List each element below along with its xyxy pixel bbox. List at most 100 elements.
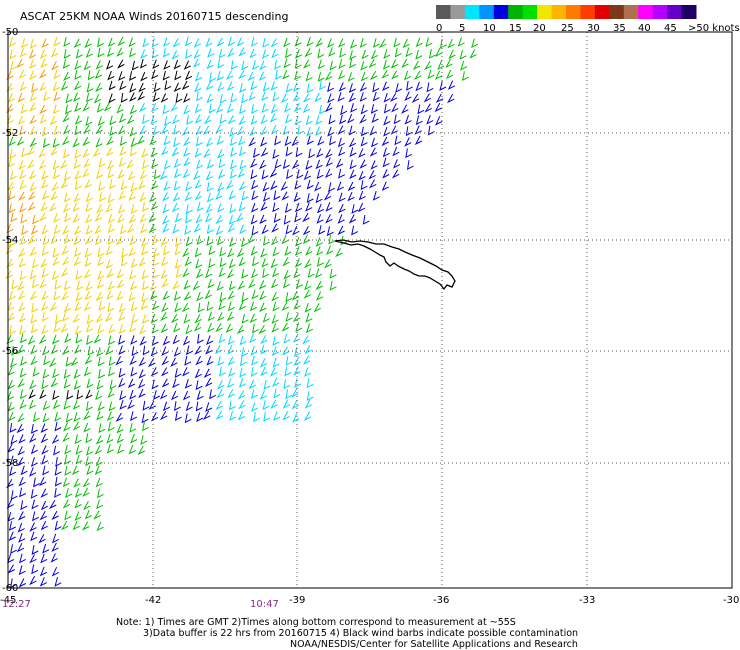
wind-barb (383, 115, 391, 126)
wind-barb (118, 311, 126, 322)
wind-barb (306, 193, 314, 203)
wind-barb (259, 214, 267, 225)
wind-barb (10, 434, 18, 445)
colorbar-tick-label: 30 (587, 23, 600, 34)
wind-barb (30, 314, 38, 324)
wind-barb (294, 37, 302, 47)
wind-barb (328, 114, 336, 125)
wind-barb (358, 148, 366, 158)
wind-barb (194, 314, 202, 324)
wind-barb (115, 412, 124, 422)
wind-barb (170, 357, 178, 367)
wind-barb (19, 389, 27, 400)
wind-barb (30, 424, 38, 434)
wind-barb (251, 104, 259, 114)
wind-barb (337, 225, 345, 236)
wind-barb (117, 59, 125, 69)
wind-barb (348, 138, 357, 148)
wind-barb (48, 358, 57, 368)
wind-barb (262, 312, 270, 323)
wind-barb (63, 303, 72, 313)
wind-barb (217, 182, 225, 192)
wind-barb (94, 445, 102, 455)
wind-barb (263, 379, 271, 390)
wind-barb (282, 159, 290, 170)
wind-barb (381, 69, 389, 79)
wind-barb (252, 148, 260, 158)
wind-barb (73, 92, 81, 102)
wind-barb (239, 356, 247, 367)
wind-barb (315, 291, 324, 301)
wind-barb (7, 379, 15, 390)
wind-barb (7, 443, 15, 453)
wind-barb (196, 136, 203, 147)
wind-barb (51, 434, 60, 444)
wind-barb (54, 487, 62, 498)
wind-barb (250, 246, 258, 256)
wind-barb (390, 125, 398, 135)
wind-barb (63, 192, 71, 203)
wind-barb (206, 236, 214, 246)
wind-barb (172, 192, 181, 202)
wind-barb (216, 312, 225, 322)
wind-barb (85, 401, 93, 411)
wind-barb (215, 124, 223, 134)
wind-barb (27, 146, 35, 156)
wind-barb (118, 345, 126, 356)
wind-barb (6, 223, 14, 234)
wind-barb (18, 313, 27, 323)
wind-barb (439, 81, 447, 91)
wind-barb (359, 82, 367, 92)
wind-barb (18, 160, 26, 170)
wind-barb (53, 224, 61, 235)
wind-barb (206, 192, 214, 203)
wind-barb (139, 324, 147, 335)
wind-barb (237, 390, 246, 400)
wind-barb (96, 521, 104, 532)
wind-barb (120, 180, 128, 191)
wind-barb (107, 168, 115, 179)
wind-barb (173, 137, 181, 148)
wind-barb (193, 38, 202, 48)
wind-barb (107, 193, 115, 204)
wind-barb (150, 102, 159, 113)
wind-barb (153, 82, 161, 93)
wind-barb (126, 115, 135, 125)
wind-barb (226, 81, 235, 91)
wind-barb (97, 256, 105, 267)
wind-barb (18, 476, 26, 487)
wind-barb (152, 125, 160, 136)
wind-barb (118, 335, 126, 345)
wind-barb (335, 158, 344, 169)
wind-barb (217, 356, 225, 367)
wind-barb (128, 291, 136, 302)
wind-barb (317, 59, 325, 70)
wind-barb (251, 225, 259, 236)
wind-barb (284, 136, 292, 147)
wind-barb (282, 399, 291, 409)
wind-barb (193, 49, 201, 59)
wind-barb (162, 215, 170, 225)
wind-barb (54, 466, 62, 476)
wind-barb (51, 566, 60, 577)
wind-barb (197, 302, 205, 313)
wind-barb (54, 520, 62, 531)
wind-barb (469, 49, 477, 59)
wind-barb (205, 37, 213, 48)
wind-barb (249, 158, 258, 169)
wind-barb (53, 322, 61, 333)
wind-barb (16, 423, 24, 434)
longitude-label: -39 (289, 595, 305, 606)
wind-barb (93, 334, 101, 344)
wind-barb (261, 91, 269, 102)
wind-barb (38, 148, 46, 158)
wind-barb (76, 389, 84, 400)
wind-barb (18, 69, 27, 79)
wind-barb (39, 279, 47, 289)
wind-barb (241, 347, 249, 357)
longitude-label: -36 (433, 595, 449, 606)
wind-barb (129, 146, 137, 157)
wind-barb (303, 367, 312, 377)
wind-barb (109, 179, 117, 190)
colorbar-swatch (667, 5, 683, 19)
